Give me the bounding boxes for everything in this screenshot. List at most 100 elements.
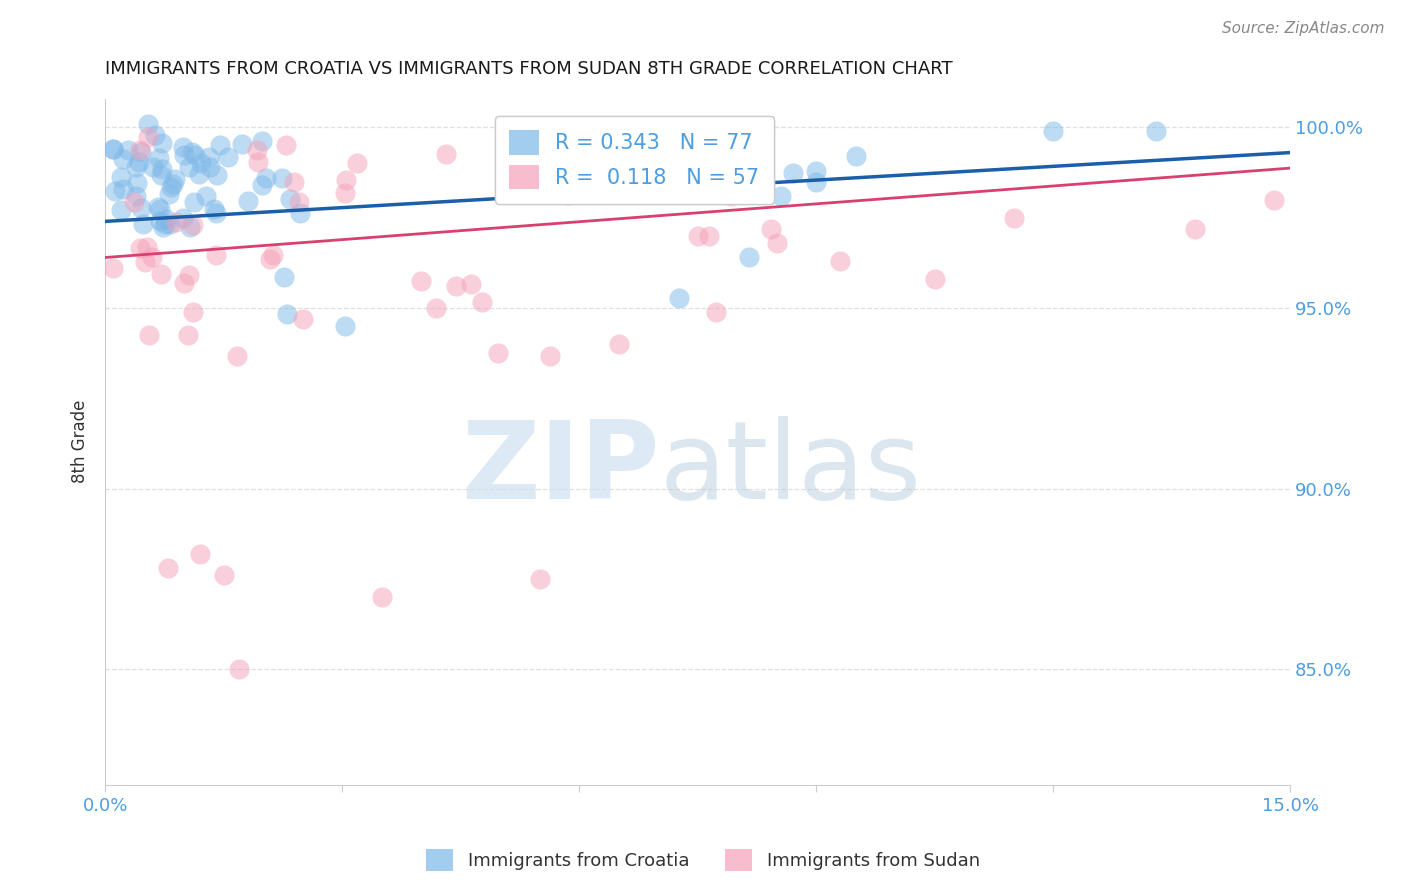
Point [288,194,311,209]
Point [149,268,172,282]
Point [141,250,163,264]
Point [149,214,172,228]
Point [136,117,159,131]
Point [228,662,250,676]
Point [149,168,172,182]
Point [557,187,579,202]
Point [716,144,738,158]
Point [259,252,281,266]
Text: atlas: atlas [659,417,922,522]
Point [273,270,295,285]
Point [165,172,187,186]
Point [246,143,269,157]
Point [540,349,562,363]
Point [146,200,169,214]
Point [190,156,212,170]
Point [152,220,174,235]
Point [759,222,782,236]
Point [129,145,152,160]
Point [425,301,447,316]
Point [166,215,188,229]
Point [804,164,827,178]
Point [769,189,792,203]
Point [129,201,152,215]
Text: IMMIGRANTS FROM CROATIA VS IMMIGRANTS FROM SUDAN 8TH GRADE CORRELATION CHART: IMMIGRANTS FROM CROATIA VS IMMIGRANTS FR… [105,60,953,78]
Point [370,590,392,604]
Point [333,319,356,334]
Point [160,180,183,194]
Point [205,248,228,262]
Y-axis label: 8th Grade: 8th Grade [72,400,89,483]
Point [699,141,721,155]
Point [682,141,704,155]
Point [159,217,181,231]
Point [706,304,728,318]
Legend: Immigrants from Croatia, Immigrants from Sudan: Immigrants from Croatia, Immigrants from… [419,842,987,879]
Point [276,137,298,152]
Point [1144,124,1167,138]
Point [162,177,184,191]
Point [157,561,180,575]
Point [434,146,457,161]
Point [101,261,124,276]
Point [153,217,176,231]
Point [262,248,284,262]
Point [101,142,124,156]
Point [236,194,259,208]
Point [290,205,312,219]
Point [335,173,357,187]
Point [202,202,225,216]
Point [471,294,494,309]
Point [1184,221,1206,235]
Point [112,182,135,196]
Point [1042,124,1064,138]
Point [292,312,315,326]
Point [188,167,211,181]
Point [142,160,165,174]
Point [125,189,148,203]
Point [173,148,195,162]
Point [246,154,269,169]
Point [198,150,221,164]
Point [1263,193,1285,207]
Point [575,136,598,150]
Point [205,206,228,220]
Point [208,138,231,153]
Point [176,328,198,343]
Point [668,291,690,305]
Point [205,168,228,182]
Point [136,130,159,145]
Point [529,572,551,586]
Point [283,175,305,189]
Point [150,161,173,176]
Point [103,184,125,198]
Point [568,142,591,156]
Legend: R = 0.343   N = 77, R =  0.118   N = 57: R = 0.343 N = 77, R = 0.118 N = 57 [495,116,773,203]
Point [195,189,218,203]
Point [804,175,827,189]
Point [409,274,432,288]
Point [591,165,613,179]
Point [138,328,160,343]
Text: ZIP: ZIP [461,417,659,522]
Point [271,171,294,186]
Text: Source: ZipAtlas.com: Source: ZipAtlas.com [1222,21,1385,37]
Point [828,254,851,268]
Point [128,241,150,255]
Point [181,305,204,319]
Point [110,169,132,184]
Point [276,307,298,321]
Point [184,147,207,161]
Point [254,171,277,186]
Point [148,152,170,166]
Point [134,254,156,268]
Point [280,192,302,206]
Point [172,211,194,225]
Point [128,154,150,169]
Point [132,217,155,231]
Point [179,220,201,235]
Point [125,176,148,190]
Point [179,161,201,175]
Point [101,142,124,156]
Point [845,149,868,163]
